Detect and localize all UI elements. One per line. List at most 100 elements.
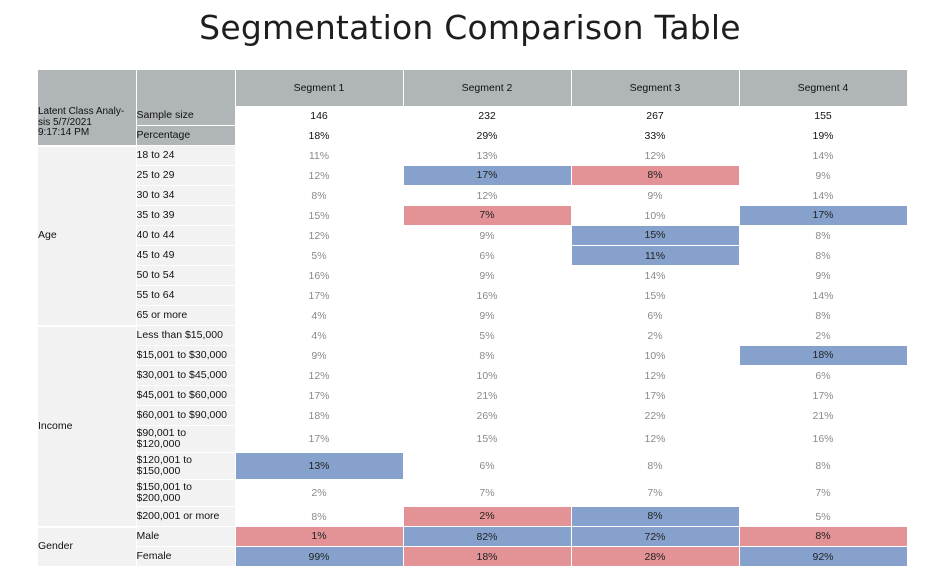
table-row: 30 to 34 8% 12% 9% 14% [38, 185, 908, 206]
value-cell: 21% [739, 405, 908, 426]
value-cell: 12% [403, 185, 572, 206]
value-cell: 10% [571, 205, 740, 226]
value-cell: 18% [739, 345, 908, 366]
value-cell: 10% [403, 365, 572, 386]
table-row: 50 to 54 16% 9% 14% 9% [38, 265, 908, 286]
group-label: Age [38, 145, 137, 327]
row-label: $90,001 to $120,000 [136, 425, 236, 453]
value-cell: 17% [739, 385, 908, 406]
page-title: Segmentation Comparison Table [199, 8, 741, 47]
row-label: 65 or more [136, 305, 236, 326]
value-cell: 15% [235, 205, 404, 226]
value-cell: 4% [235, 305, 404, 326]
row-label: $30,001 to $45,000 [136, 365, 236, 386]
value-cell: 21% [403, 385, 572, 406]
sample-size-row: Latent Class Analy-sis 5/7/2021 9:17:14 P… [38, 106, 908, 147]
value-cell: 12% [235, 225, 404, 246]
value-cell: 6% [403, 452, 572, 480]
table-row: $45,001 to $60,000 17% 21% 17% 17% [38, 385, 908, 406]
column-header-segment-2: Segment 2 [403, 70, 572, 106]
row-label: 45 to 49 [136, 245, 236, 266]
table-row: 25 to 29 12% 17% 8% 9% [38, 165, 908, 186]
value-cell: 8% [403, 345, 572, 366]
row-label: Female [136, 546, 236, 567]
sample-size-cell: 146 [235, 106, 404, 126]
row-label: $45,001 to $60,000 [136, 385, 236, 406]
value-cell: 99% [235, 546, 404, 567]
value-cell: 11% [235, 145, 404, 166]
value-cell: 15% [403, 425, 572, 453]
value-cell: 1% [235, 526, 404, 547]
value-cell: 14% [739, 185, 908, 206]
sample-size-cell: 232 [403, 106, 572, 126]
table-row: Female 99% 18% 28% 92% [38, 546, 908, 567]
row-label: 55 to 64 [136, 285, 236, 306]
value-cell: 17% [235, 385, 404, 406]
value-cell: 8% [739, 305, 908, 326]
sample-size-cell: 155 [739, 106, 908, 126]
value-cell: 6% [739, 365, 908, 386]
value-cell: 9% [571, 185, 740, 206]
value-cell: 17% [739, 205, 908, 226]
value-cell: 15% [571, 225, 740, 246]
value-cell: 5% [235, 245, 404, 266]
value-cell: 11% [571, 245, 740, 266]
percentage-cell: 19% [739, 125, 908, 146]
table-row: $120,001 to $150,000 13% 6% 8% 8% [38, 452, 908, 480]
value-cell: 6% [403, 245, 572, 266]
value-cell: 4% [235, 325, 404, 346]
value-cell: 12% [571, 145, 740, 166]
value-cell: 12% [571, 365, 740, 386]
row-label: 35 to 39 [136, 205, 236, 226]
value-cell: 10% [571, 345, 740, 366]
value-cell: 7% [403, 479, 572, 507]
value-cell: 9% [403, 305, 572, 326]
value-cell: 8% [235, 185, 404, 206]
table-row: 55 to 64 17% 16% 15% 14% [38, 285, 908, 306]
value-cell: 6% [571, 305, 740, 326]
header-row: Segment 1 Segment 2 Segment 3 Segment 4 [38, 70, 908, 106]
meta-label-text: Latent Class Analy-sis 5/7/2021 9:17:14 P… [38, 106, 125, 138]
value-cell: 14% [739, 285, 908, 306]
row-label: $15,001 to $30,000 [136, 345, 236, 366]
percentage-cell: 29% [403, 125, 572, 146]
column-header-segment-1: Segment 1 [235, 70, 404, 106]
value-cell: 17% [571, 385, 740, 406]
value-cell: 14% [571, 265, 740, 286]
value-cell: 9% [403, 265, 572, 286]
value-cell: 9% [403, 225, 572, 246]
header-blank-cell [136, 70, 236, 106]
value-cell: 2% [403, 506, 572, 527]
table-row: Age 18 to 24 11% 13% 12% 14% [38, 145, 908, 327]
value-cell: 9% [739, 265, 908, 286]
value-cell: 5% [739, 506, 908, 527]
value-cell: 17% [403, 165, 572, 186]
value-cell: 14% [739, 145, 908, 166]
value-cell: 26% [403, 405, 572, 426]
value-cell: 8% [739, 526, 908, 547]
value-cell: 9% [739, 165, 908, 186]
value-cell: 17% [235, 425, 404, 453]
table-row: $90,001 to $120,000 17% 15% 12% 16% [38, 425, 908, 453]
row-label: Less than $15,000 [136, 325, 236, 346]
table-row: 45 to 49 5% 6% 11% 8% [38, 245, 908, 266]
table-row: 35 to 39 15% 7% 10% 17% [38, 205, 908, 226]
sample-size-cell: 267 [571, 106, 740, 126]
value-cell: 8% [571, 506, 740, 527]
table-body: Latent Class Analy-sis 5/7/2021 9:17:14 P… [38, 106, 908, 568]
row-label: 50 to 54 [136, 265, 236, 286]
table-row: $150,001 to $200,000 2% 7% 7% 7% [38, 479, 908, 507]
row-label: $200,001 or more [136, 506, 236, 527]
value-cell: 5% [403, 325, 572, 346]
value-cell: 7% [571, 479, 740, 507]
value-cell: 92% [739, 546, 908, 567]
table-row: 65 or more 4% 9% 6% 8% [38, 305, 908, 326]
group-label: Income [38, 325, 137, 528]
value-cell: 18% [403, 546, 572, 567]
row-label: Sample size [136, 106, 236, 126]
value-cell: 13% [235, 452, 404, 480]
row-label: Percentage [136, 125, 236, 146]
row-label: $150,001 to $200,000 [136, 479, 236, 507]
percentage-cell: 18% [235, 125, 404, 146]
value-cell: 16% [739, 425, 908, 453]
